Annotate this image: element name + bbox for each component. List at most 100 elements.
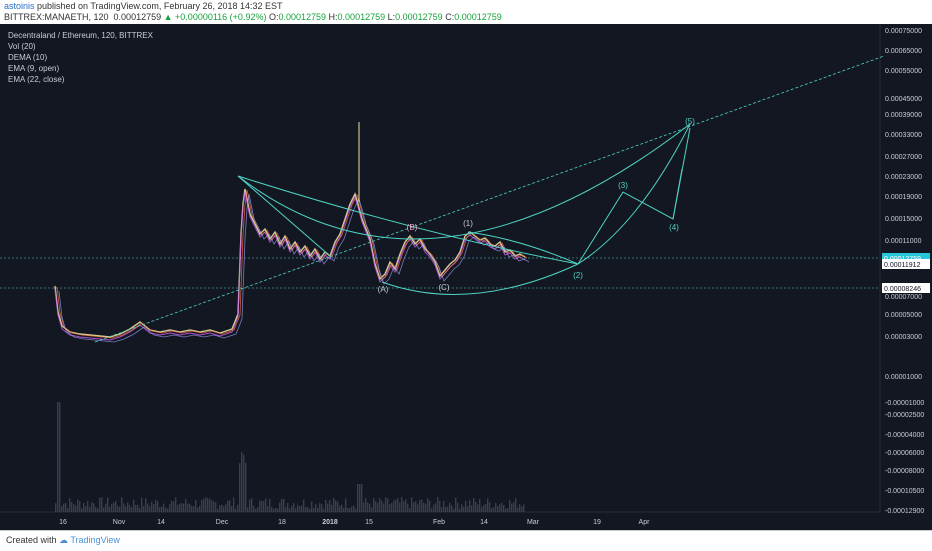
y-tick-label: 0.00039000	[885, 112, 922, 119]
volume-bar	[117, 505, 119, 512]
volume-bar	[513, 502, 515, 512]
cloud-icon: ☁	[59, 535, 69, 545]
y-tick-label: 0.00023000	[885, 174, 922, 181]
volume-bar	[487, 498, 489, 512]
chart-area[interactable]: 0.00075000 0.00065000 0.00055000 0.00045000…	[0, 24, 932, 530]
y-tick-label: 0.00065000	[885, 48, 922, 55]
legend-dema[interactable]: DEMA (10)	[8, 53, 48, 62]
x-tick-label: Apr	[639, 519, 651, 526]
volume-bar	[433, 504, 435, 512]
volume-bar	[87, 500, 89, 512]
price-badge-label: 0.00011912	[884, 262, 921, 269]
y-tick-label: -0.00004000	[885, 432, 924, 439]
volume-bar	[501, 502, 503, 512]
volume-bar	[379, 498, 381, 512]
volume-bar	[91, 502, 93, 512]
volume-bar	[277, 508, 279, 512]
volume-bar	[453, 508, 455, 512]
volume-bar	[485, 503, 487, 512]
volume-bar	[467, 506, 469, 512]
volume-bar	[175, 497, 177, 512]
volume-bar	[429, 500, 431, 512]
volume-bar	[281, 499, 283, 512]
change-value: ▲ +0.00000116 (+0.92%)	[163, 12, 267, 22]
tradingview-brand[interactable]: TradingView	[70, 535, 120, 545]
volume-bar	[189, 503, 191, 512]
volume-bar	[361, 484, 363, 512]
x-tick-label: 15	[365, 519, 373, 526]
volume-bar	[265, 498, 267, 512]
volume-bar	[339, 505, 341, 512]
legend-ema22[interactable]: EMA (22, close)	[8, 75, 65, 84]
volume-bar	[373, 498, 375, 512]
volume-bar	[509, 500, 511, 512]
volume-bar	[425, 503, 427, 512]
volume-bar	[337, 501, 339, 512]
volume-bar	[437, 497, 439, 512]
volume-bar	[355, 508, 357, 512]
volume-bar	[421, 499, 423, 512]
author-link[interactable]: astoinis	[4, 1, 35, 11]
volume-bar	[63, 503, 65, 512]
volume-bar	[345, 498, 347, 512]
volume-bar	[243, 454, 245, 512]
volume-bar	[237, 504, 239, 512]
volume-bar	[503, 505, 505, 512]
legend-ema9[interactable]: EMA (9, open)	[8, 64, 60, 73]
volume-bar	[359, 484, 361, 512]
volume-bar	[389, 504, 391, 512]
volume-bar	[381, 500, 383, 512]
volume-bar	[149, 506, 151, 512]
legend-vol[interactable]: Vol (20)	[8, 42, 36, 51]
price-badge	[882, 253, 930, 263]
x-tick-label: 19	[593, 519, 601, 526]
volume-bar	[515, 498, 517, 512]
volume-bar	[259, 500, 261, 512]
y-tick-label: 0.00027000	[885, 154, 922, 161]
volume-bar	[481, 506, 483, 512]
volume-bar	[225, 504, 227, 512]
volume-bar	[489, 502, 491, 512]
volume-bar	[193, 506, 195, 512]
volume-bar	[435, 503, 437, 512]
volume-bar	[495, 503, 497, 512]
volume-bar	[369, 503, 371, 512]
volume-bar	[397, 498, 399, 512]
volume-bar	[261, 500, 263, 512]
volume-bar	[439, 501, 441, 512]
volume-bar	[211, 500, 213, 512]
volume-bar	[159, 507, 161, 512]
volume-bar	[267, 506, 269, 512]
volume-bar	[411, 497, 413, 512]
volume-bar	[417, 504, 419, 512]
volume-bar	[405, 499, 407, 512]
volume-bar	[293, 503, 295, 512]
footer: Created with ☁ TradingView	[0, 530, 932, 551]
volume-bar	[401, 497, 403, 512]
y-tick-label: 0.00003000	[885, 334, 922, 341]
volume-bar	[351, 506, 353, 512]
price-chart[interactable]: 0.00075000 0.00065000 0.00055000 0.00045000…	[0, 24, 932, 530]
volume-bar	[315, 504, 317, 512]
volume-bar	[151, 501, 153, 512]
volume-bar	[309, 508, 311, 512]
chart-legend: Decentraland / Ethereum, 120, BITTREX Vo…	[8, 30, 153, 85]
volume-bar	[311, 501, 313, 512]
volume-bar	[341, 504, 343, 512]
volume-bar	[269, 499, 271, 512]
volume-bar	[141, 497, 143, 512]
volume-bar	[181, 503, 183, 512]
volume-bar	[73, 504, 75, 512]
volume-bar	[521, 506, 523, 512]
volume-bar	[283, 498, 285, 512]
volume-bar	[143, 506, 145, 512]
arc-bottom	[381, 123, 691, 295]
volume-bar	[103, 507, 105, 512]
volume-bar	[199, 505, 201, 512]
volume-bar	[279, 502, 281, 512]
volume-bar	[329, 500, 331, 512]
volume-bar	[105, 503, 107, 512]
close-value: 0.00012759	[454, 12, 502, 22]
low-value: 0.00012759	[395, 12, 443, 22]
volume-bar	[145, 498, 147, 512]
